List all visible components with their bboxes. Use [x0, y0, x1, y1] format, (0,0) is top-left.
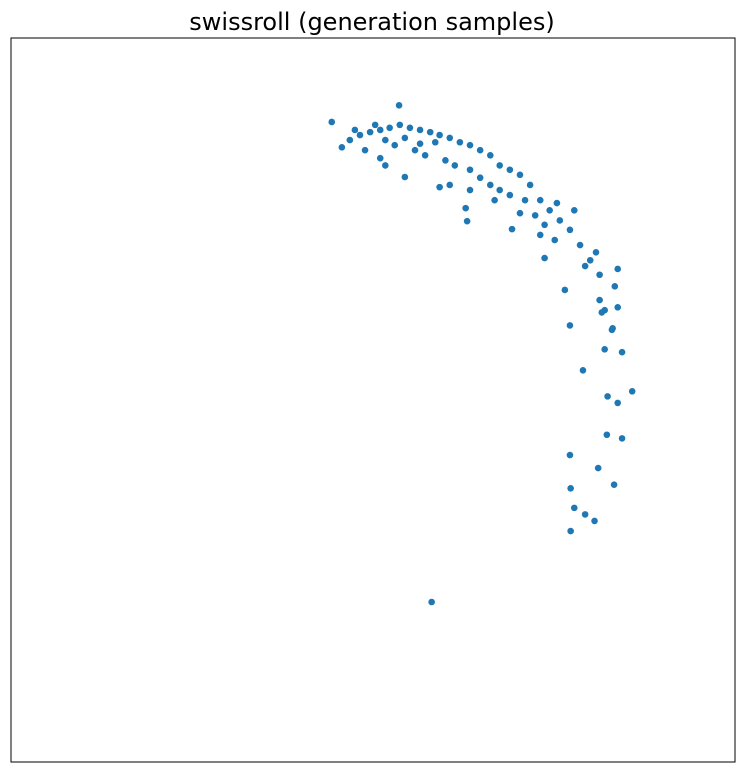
point — [594, 464, 602, 472]
point — [496, 162, 504, 169]
point — [628, 388, 636, 395]
point — [614, 304, 622, 311]
point — [436, 131, 443, 139]
point — [541, 254, 548, 262]
plot-frame — [10, 37, 736, 763]
point — [496, 186, 504, 194]
point — [581, 262, 589, 270]
point — [466, 186, 474, 194]
point — [567, 527, 574, 535]
point — [567, 485, 574, 492]
point — [346, 136, 354, 144]
point — [426, 128, 434, 136]
point — [609, 325, 616, 332]
point — [516, 171, 524, 179]
point — [491, 196, 498, 204]
point — [371, 121, 379, 129]
point — [382, 162, 389, 169]
point — [546, 207, 553, 214]
point — [598, 309, 606, 316]
chart-title: swissroll (generation samples) — [189, 8, 554, 36]
point — [466, 141, 474, 149]
point — [486, 181, 494, 189]
point — [551, 236, 559, 244]
point — [601, 346, 608, 353]
point — [576, 241, 584, 249]
point — [446, 181, 454, 189]
point — [536, 231, 544, 239]
point — [591, 517, 598, 525]
point — [596, 296, 603, 304]
point — [376, 154, 384, 162]
point — [436, 183, 443, 191]
point — [541, 221, 548, 229]
point — [411, 146, 419, 154]
point — [596, 271, 603, 279]
point — [416, 140, 424, 148]
point — [356, 131, 364, 139]
point — [476, 146, 484, 154]
point — [614, 265, 622, 273]
point — [579, 367, 587, 374]
point — [561, 286, 569, 294]
point — [386, 124, 393, 132]
point — [406, 124, 414, 132]
point — [586, 256, 594, 264]
point — [431, 138, 439, 146]
point — [476, 174, 484, 182]
point — [526, 181, 534, 189]
point — [466, 166, 474, 174]
point — [536, 196, 544, 204]
point — [391, 141, 399, 149]
point — [618, 435, 626, 442]
point — [618, 348, 626, 356]
point — [570, 207, 578, 214]
point — [566, 226, 574, 234]
point — [382, 136, 389, 144]
point — [603, 431, 611, 439]
point — [456, 138, 464, 146]
point — [396, 121, 404, 129]
point — [521, 196, 529, 204]
point — [462, 204, 469, 212]
point — [328, 118, 336, 126]
point — [401, 134, 409, 142]
point — [442, 157, 449, 164]
point — [566, 451, 574, 459]
point — [592, 249, 600, 256]
point — [610, 481, 618, 489]
point — [556, 217, 564, 224]
point — [516, 209, 524, 217]
point — [611, 283, 619, 290]
point — [566, 322, 574, 329]
point — [338, 144, 346, 151]
point — [604, 393, 611, 400]
point — [446, 134, 454, 142]
point — [553, 199, 561, 207]
point — [570, 504, 578, 512]
point — [451, 162, 459, 169]
point — [395, 102, 403, 109]
point — [614, 399, 622, 407]
point — [401, 173, 409, 181]
point — [531, 212, 539, 219]
point — [508, 225, 516, 233]
point — [463, 217, 471, 225]
point — [581, 511, 589, 518]
point — [421, 151, 429, 159]
point — [366, 128, 374, 136]
point — [361, 146, 369, 154]
point — [351, 126, 359, 134]
point — [486, 151, 494, 159]
point — [506, 166, 514, 174]
point — [506, 191, 514, 199]
point — [416, 126, 424, 134]
point — [376, 126, 384, 134]
point — [428, 598, 435, 606]
